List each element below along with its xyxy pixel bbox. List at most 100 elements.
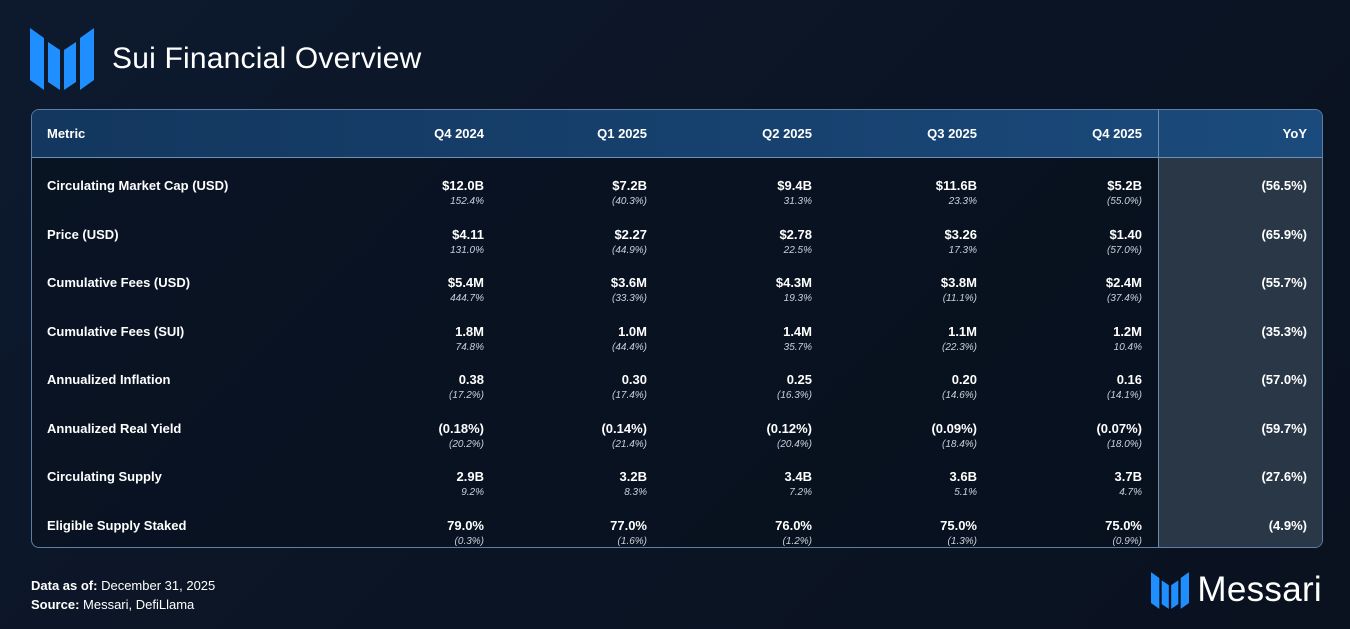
cell-value: $5.2B [1107,178,1142,193]
header-q1-2025: Q1 2025 [597,126,647,141]
value-cell: $2.27 (44.9%) [547,227,647,258]
cell-change-percent: 131.0% [450,244,484,256]
table-row: Circulating Supply 2.9B 9.2% 3.2B 8.3% 3.4B 7.… [32,457,1322,505]
cell-change-percent: 8.3% [624,487,647,498]
value-cell: 3.7B 4.7% [1042,469,1142,500]
cell-value: 75.0% [940,517,977,533]
header-metric: Metric [47,126,86,141]
cell-value: 0.20 [951,372,977,387]
yoy-value: (57.0%) [1261,372,1307,387]
cell-value: 1.2M [1113,323,1142,339]
value-cell: (0.12%) (20.4%) [712,421,812,452]
cell-change-percent: 10.4% [1113,341,1142,353]
header-q4-2025: Q4 2025 [1092,126,1142,141]
cell-change-percent: (21.4%) [611,438,647,450]
cell-value: $5.4M [447,275,484,290]
cell-value: 76.0% [775,517,812,533]
cell-change-percent: (37.4%) [1106,293,1142,304]
yoy-value: (4.9%) [1268,517,1307,533]
value-cell: 0.25 (16.3%) [712,372,812,403]
cell-change-percent: 35.7% [783,341,812,353]
value-cell: $3.8M (11.1%) [877,275,977,306]
value-cell: 2.9B 9.2% [384,469,484,500]
yoy-value: (56.5%) [1261,178,1307,193]
cell-change-percent: (18.0%) [1106,438,1142,450]
cell-value: 77.0% [610,517,647,533]
cell-value: $4.11 [452,226,484,242]
cell-value: 1.4M [783,323,812,339]
table-row: Annualized Inflation 0.38 (17.2%) 0.30 (17.4… [32,360,1322,408]
cell-value: 1.1M [948,323,977,339]
table-row: Price (USD) $4.11 131.0% $2.27 (44.9%) $2.78 2… [32,215,1322,263]
cell-change-percent: (33.3%) [611,293,647,304]
brand-footer: Messari [1151,570,1322,610]
cell-value: 0.30 [621,372,647,387]
source-note: Source: Messari, DefiLlama [31,597,195,612]
cell-change-percent: 9.2% [461,487,484,498]
row-metric-label: Eligible Supply Staked [47,517,187,533]
yoy-column-background [1159,158,1322,547]
cell-value: 0.25 [786,372,812,387]
cell-change-percent: (1.2%) [782,535,812,547]
cell-change-percent: (44.4%) [611,341,647,353]
table-row: Circulating Market Cap (USD) $12.0B 152.4%… [32,166,1322,214]
cell-value: 3.4B [784,469,812,484]
cell-value: $4.3M [775,275,812,290]
cell-value: $3.26 [944,226,977,242]
cell-value: 3.2B [619,469,647,484]
value-cell: 75.0% (0.9%) [1042,517,1142,548]
cell-value: 3.6B [949,469,977,484]
cell-value: $3.6M [610,275,647,290]
cell-value: 1.0M [618,323,647,339]
cell-value: $9.4B [777,178,812,193]
value-cell: 1.8M 74.8% [384,324,484,355]
cell-value: $12.0B [442,178,484,193]
cell-change-percent: (18.4%) [941,438,977,450]
value-cell: $1.40 (57.0%) [1042,227,1142,258]
page-title: Sui Financial Overview [112,42,422,75]
table-row: Cumulative Fees (USD) $5.4M 444.7% $3.6M (33… [32,263,1322,311]
yoy-value: (27.6%) [1261,469,1307,484]
cell-change-percent: 74.8% [455,341,484,353]
cell-value: 75.0% [1105,517,1142,533]
value-cell: $7.2B (40.3%) [547,178,647,209]
cell-value: (0.18%) [438,420,484,436]
cell-change-percent: (44.9%) [611,244,647,256]
row-metric-label: Price (USD) [47,226,119,242]
value-cell: 1.0M (44.4%) [547,324,647,355]
cell-change-percent: (16.3%) [776,390,812,401]
yoy-value: (35.3%) [1261,323,1307,339]
table-row: Cumulative Fees (SUI) 1.8M 74.8% 1.0M (44.4%… [32,312,1322,360]
value-cell: 76.0% (1.2%) [712,517,812,548]
cell-change-percent: (55.0%) [1106,196,1142,207]
cell-change-percent: 152.4% [450,196,484,207]
cell-change-percent: 444.7% [450,293,484,304]
cell-change-percent: (22.3%) [941,341,977,353]
messari-logo-icon [30,28,94,90]
value-cell: 3.4B 7.2% [712,469,812,500]
cell-change-percent: 7.2% [789,487,812,498]
value-cell: $2.78 22.5% [712,227,812,258]
header-q2-2025: Q2 2025 [762,126,812,141]
cell-change-percent: (11.1%) [942,293,977,304]
cell-value: $2.78 [779,226,812,242]
cell-value: $11.6B [935,178,977,193]
cell-change-percent: (20.4%) [776,438,812,450]
header-q4-2024: Q4 2024 [434,126,484,141]
cell-change-percent: 19.3% [783,293,812,304]
yoy-column-divider [1158,110,1159,547]
cell-change-percent: (17.2%) [448,390,484,401]
cell-value: 1.8M [455,323,484,339]
cell-value: (0.07%) [1096,420,1142,436]
yoy-value: (59.7%) [1261,420,1307,436]
value-cell: $4.11 131.0% [384,227,484,258]
cell-value: $2.27 [614,226,647,242]
cell-change-percent: (40.3%) [611,196,647,207]
value-cell: (0.09%) (18.4%) [877,421,977,452]
row-metric-label: Circulating Market Cap (USD) [47,178,229,193]
value-cell: 3.2B 8.3% [547,469,647,500]
cell-change-percent: (17.4%) [611,390,647,401]
value-cell: $4.3M 19.3% [712,275,812,306]
yoy-value: (65.9%) [1261,226,1307,242]
value-cell: $2.4M (37.4%) [1042,275,1142,306]
